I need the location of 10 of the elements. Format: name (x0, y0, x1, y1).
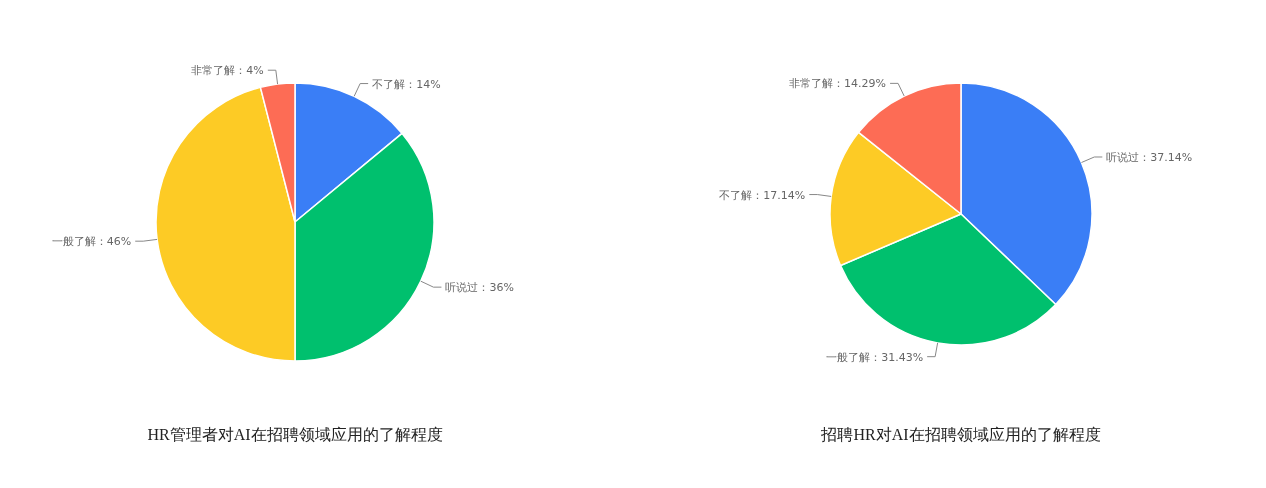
slice-label: 听说过：37.14% (1106, 151, 1193, 164)
slice-label: 非常了解：4% (191, 64, 264, 78)
slice-label: 非常了解：14.29% (789, 77, 887, 91)
slice-label: 听说过：36% (445, 281, 514, 295)
slice-label: 一般了解：46% (51, 235, 132, 249)
text: 招聘HR对AI在招聘领域应用的了解程度 (820, 426, 1101, 443)
text: HR管理者对AI在招聘领域应用的了解程度 (147, 426, 443, 443)
slice-label: 不了解：14% (372, 77, 441, 91)
slice-label: 一般了解：31.43% (826, 350, 924, 364)
slice-label: 不了解：17.14% (719, 188, 806, 202)
